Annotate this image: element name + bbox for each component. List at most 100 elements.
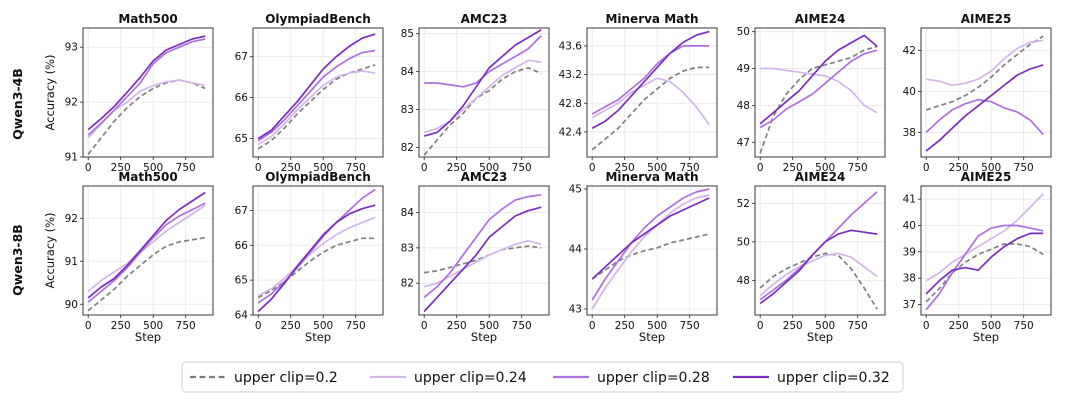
subplot-title: Math500 (118, 170, 177, 184)
plot-frame (252, 27, 384, 158)
series-line-2 (87, 202, 206, 303)
x-tick-label: 0 (757, 320, 764, 332)
y-tick-label: 40 (903, 86, 916, 98)
x-tick-label: 500 (479, 162, 499, 174)
y-tick-label: 93 (65, 42, 78, 54)
series-line-0 (423, 66, 542, 156)
subplot-title: Minerva Math (605, 12, 698, 26)
subplot-0-0: 0 250 500 750 91 92 93 Math500 Accuracy (%) (43, 12, 214, 174)
x-axis-label: Step (135, 330, 161, 344)
plot-frame (586, 185, 718, 316)
series-line-0 (759, 252, 878, 310)
row-label-qwen3-4b: Qwen3-4B (10, 68, 25, 140)
y-tick-label: 65 (235, 275, 248, 287)
y-tick-label: 66 (235, 240, 249, 252)
subplot-title: AMC23 (461, 170, 508, 184)
plot-frame (82, 27, 214, 158)
y-tick-label: 43.6 (559, 40, 583, 52)
y-tick-label: 38 (903, 127, 916, 139)
subplot-1-3: 0 250 500 750 43 44 45 Minerva Math Step (569, 170, 718, 344)
x-tick-label: 750 (1014, 162, 1034, 174)
y-tick-label: 44 (569, 244, 583, 256)
y-tick-label: 67 (235, 51, 248, 63)
series-line-2 (759, 191, 878, 301)
x-tick-label: 250 (949, 320, 969, 332)
series-line-1 (760, 67, 878, 114)
subplot-0-4: 0 250 500 750 47 48 49 50 AIME24 (737, 12, 886, 174)
x-tick-label: 500 (647, 162, 667, 174)
y-tick-label: 84 (401, 207, 415, 219)
y-tick-label: 45 (569, 184, 582, 196)
y-tick-label: 90 (65, 299, 78, 311)
y-tick-label: 65 (235, 133, 248, 145)
y-tick-label: 92 (65, 213, 78, 225)
series-line-1 (926, 39, 1044, 87)
subplot-title: OlympiadBench (265, 170, 371, 184)
x-tick-label: 750 (346, 162, 366, 174)
subplot-title: AMC23 (461, 12, 508, 26)
subplot-title: AIME24 (795, 170, 846, 184)
x-tick-label: 250 (783, 320, 803, 332)
series-line-0 (925, 35, 1044, 111)
x-tick-label: 250 (615, 162, 635, 174)
subplot-0-3: 0 250 500 750 42.4 42.8 43.2 43.6 Minerva Math (559, 12, 718, 174)
x-tick-label: 500 (981, 320, 1001, 332)
y-tick-label: 83 (401, 242, 414, 254)
series-line-0 (591, 66, 710, 151)
plot-frame (586, 27, 718, 158)
y-tick-label: 47 (737, 137, 750, 149)
x-tick-label: 0 (85, 162, 92, 174)
x-tick-label: 250 (949, 162, 969, 174)
y-tick-label: 91 (65, 152, 78, 164)
y-tick-label: 66 (235, 92, 249, 104)
subplot-1-1: 0 250 500 750 64 65 66 67 OlympiadBench Step (235, 170, 384, 344)
plot-frame (82, 185, 214, 316)
y-tick-label: 84 (401, 66, 415, 78)
x-tick-label: 750 (1014, 320, 1034, 332)
y-tick-label: 83 (401, 104, 414, 116)
y-tick-label: 50 (737, 236, 750, 248)
series-line-1 (87, 204, 206, 293)
x-tick-label: 500 (815, 162, 835, 174)
subplot-title: Minerva Math (605, 170, 698, 184)
series-line-2 (87, 38, 206, 136)
x-tick-label: 250 (783, 162, 803, 174)
y-tick-label: 52 (737, 198, 750, 210)
x-tick-label: 0 (85, 320, 92, 332)
legend-label: upper clip=0.28 (597, 370, 710, 386)
y-tick-label: 42.4 (559, 126, 583, 138)
series-line-3 (925, 232, 1044, 295)
series-line-2 (257, 188, 376, 304)
series-line-2 (591, 188, 710, 301)
y-tick-label: 37 (903, 299, 916, 311)
x-tick-label: 0 (255, 162, 262, 174)
x-tick-label: 750 (346, 320, 366, 332)
y-tick-label: 64 (235, 310, 249, 322)
x-tick-label: 250 (615, 320, 635, 332)
series-line-3 (591, 30, 710, 130)
subplot-1-2: 0 250 500 750 82 83 84 AMC23 Step (401, 170, 550, 344)
series-line-3 (591, 197, 710, 280)
x-tick-label: 0 (421, 162, 428, 174)
x-axis-label: Step (471, 330, 497, 344)
series-line-3 (87, 191, 206, 299)
y-tick-label: 39 (903, 246, 916, 258)
y-tick-label: 40 (903, 220, 916, 232)
x-axis-label: Step (305, 330, 331, 344)
x-tick-label: 0 (589, 162, 596, 174)
plot-frame (920, 185, 1052, 316)
x-tick-label: 750 (512, 320, 532, 332)
subplot-1-4: 0 250 500 750 48 50 52 AIME24 Step (737, 170, 886, 344)
x-axis-label: Step (973, 330, 999, 344)
x-tick-label: 500 (313, 162, 333, 174)
series-line-2 (925, 224, 1044, 311)
x-tick-label: 500 (479, 320, 499, 332)
y-tick-label: 48 (737, 100, 750, 112)
x-tick-label: 0 (757, 162, 764, 174)
series-line-3 (87, 35, 206, 131)
y-axis-label: Accuracy (%) (43, 54, 57, 130)
series-line-0 (87, 236, 206, 312)
y-tick-label: 43 (569, 304, 582, 316)
y-tick-label: 67 (235, 205, 248, 217)
